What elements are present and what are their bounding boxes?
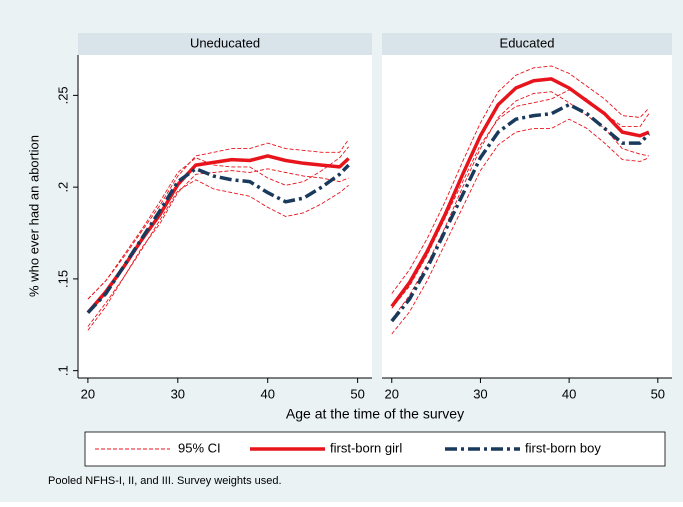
y-tick-label: .15 <box>55 270 70 288</box>
x-tick-label: 30 <box>473 386 487 401</box>
plot-area <box>382 55 672 378</box>
x-tick-label: 40 <box>562 386 576 401</box>
x-tick-label: 40 <box>260 386 274 401</box>
legend-label: first-born boy <box>525 440 601 455</box>
panel-header <box>78 33 372 55</box>
x-tick-label: 50 <box>651 386 665 401</box>
x-axis-label: Age at the time of the survey <box>286 406 464 422</box>
ci-line <box>391 118 650 335</box>
x-tick-label: 30 <box>171 386 185 401</box>
y-tick-label: .2 <box>55 182 70 193</box>
y-tick-label: .1 <box>55 365 70 376</box>
series-line <box>86 163 350 314</box>
ci-line <box>87 168 349 327</box>
note: Pooled NFHS-I, II, and III. Survey weigh… <box>48 475 282 487</box>
x-tick-label: 50 <box>350 386 364 401</box>
ci-line <box>87 179 349 331</box>
x-tick-label: 20 <box>81 386 95 401</box>
legend <box>84 431 666 467</box>
ci-line <box>87 139 349 300</box>
y-tick-label: .25 <box>55 86 70 104</box>
ci-line <box>87 146 349 300</box>
series-line <box>390 77 650 308</box>
legend-label: 95% CI <box>178 440 221 455</box>
panel-title: Educated <box>500 35 555 50</box>
plot-area <box>78 55 372 378</box>
y-axis-label: % who ever had an abortion <box>26 135 41 297</box>
series-line <box>390 102 651 323</box>
panel-header <box>382 33 672 55</box>
ci-line <box>391 65 650 294</box>
x-tick-label: 20 <box>385 386 399 401</box>
legend-label: first-born girl <box>330 440 402 455</box>
panel-title: Uneducated <box>190 35 260 50</box>
